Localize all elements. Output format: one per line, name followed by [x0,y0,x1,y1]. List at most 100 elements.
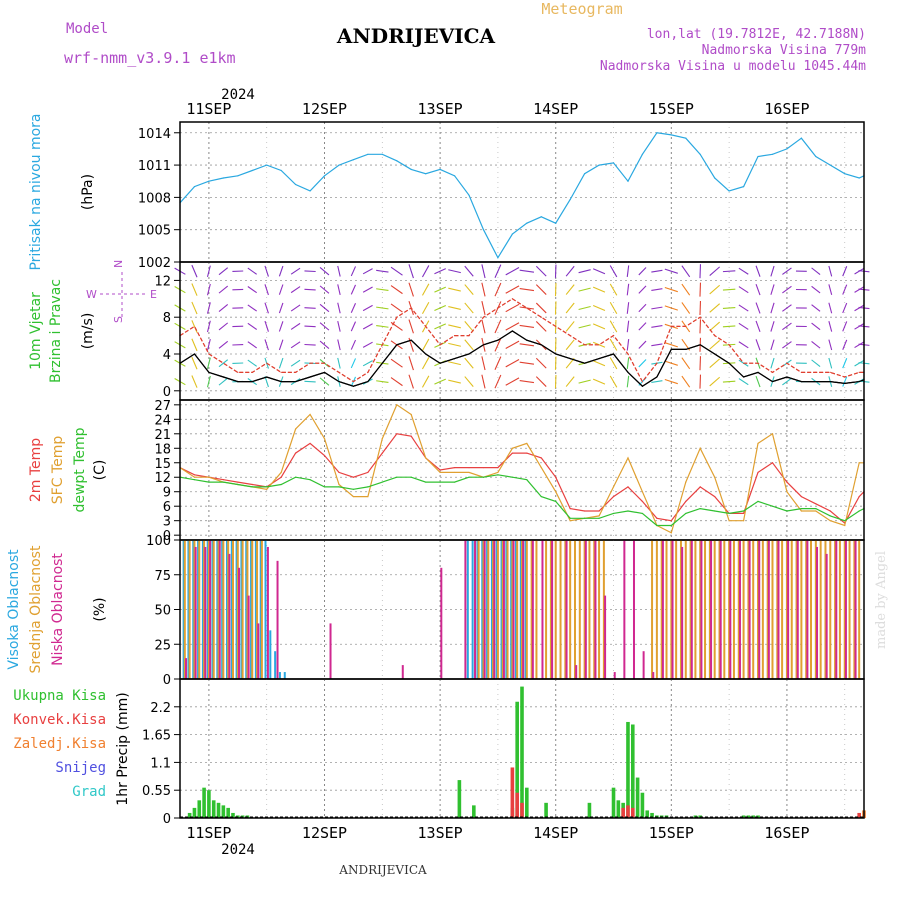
data-point [367,471,369,474]
data-point [742,510,745,512]
data-point [641,500,644,502]
wind-arrow [842,376,848,387]
wind-arrow [651,324,663,328]
wind-arrow [842,266,848,277]
data-point [453,466,456,469]
bar-mark [848,540,851,679]
elevation-label: Nadmorska Visina 779m [702,43,867,58]
bar-mark [569,540,572,679]
wind-arrow [421,283,430,296]
data-point [266,164,268,166]
bar-mark [502,540,505,679]
model-label: Model [66,21,108,37]
bar-mark [857,812,861,818]
y-tick-label: 4 [163,348,171,363]
wind-arrow [218,267,229,276]
wind-arrow [319,285,330,294]
watermark: made by Angel [874,551,889,649]
data-point [295,476,297,478]
data-point [511,447,513,449]
bar-mark [844,540,847,679]
bar-mark [756,815,760,818]
wind-arrow [519,380,535,384]
bar-mark [777,540,780,679]
wind-arrow [664,305,678,311]
wind-arrow [626,375,630,388]
wind-arrow [362,286,373,293]
series-line [179,330,865,387]
model-elevation-label: Nadmorska Visina u modelu 1045.44m [600,59,866,74]
bar-mark [665,540,668,679]
data-point [844,173,846,175]
bar-mark [221,540,224,679]
data-point [251,486,253,488]
bottom-day-label: 12SEP [302,824,347,842]
data-point [555,476,557,478]
wind-arrow [651,269,663,273]
wind-arrow [481,319,486,334]
bar-mark [283,672,286,679]
wind-arrow [770,302,775,314]
wind-arrow [247,322,257,330]
bar-mark [476,540,479,679]
bar-mark [251,540,254,679]
wind-arrow [609,302,618,314]
wind-arrow [709,321,721,332]
wind-arrow [464,376,474,388]
wind-arrow [811,341,821,349]
wind-arrow [609,265,618,278]
data-point [714,510,716,512]
bar-mark [742,540,745,679]
wind-arrow [464,320,474,332]
y-tick-label: 1005 [138,224,171,239]
data-point [439,469,441,471]
wind-arrow [481,301,486,315]
bar-mark [805,540,808,679]
y-tick-label: 2.2 [150,701,171,716]
panel-frame [179,261,865,401]
wind-arrow [722,270,736,273]
wind-arrow [304,325,316,328]
bar-mark [211,800,216,818]
wind-arrow [464,302,474,314]
bar-mark [751,815,756,818]
bar-mark [235,540,238,679]
bar-mark [216,540,219,679]
wind-arrow [770,284,775,295]
wind-arrow [408,374,414,389]
data-point [742,520,745,522]
wind-arrow [609,375,618,388]
wind-arrow [535,357,547,369]
data-point [425,457,427,459]
coords-label: lon,lat (19.7812E, 42.7188N) [647,27,866,42]
bar-mark [192,540,195,679]
wind-arrow [464,339,474,351]
wind-arrow [842,284,848,295]
wind-arrow [319,267,330,276]
bar-mark [719,540,722,679]
data-point [381,153,383,155]
wind-arrow [337,284,341,295]
data-point [858,495,860,498]
wind-arrow [390,303,403,313]
y-axis-label: 1hr Precip (mm) [115,692,131,805]
series-line [179,298,864,383]
wind-arrow [264,265,269,277]
wind-arrow [362,341,373,348]
wind-arrow [722,288,736,291]
wind-arrow [434,268,447,275]
y-tick-label: 1.1 [150,756,171,771]
wind-arrow [842,321,848,332]
wind-arrow [362,304,373,312]
wind-arrow [494,319,502,334]
data-point [468,194,470,196]
wind-arrow [290,359,301,367]
panel-pressure: 1002 1005 1008 1011 1014 Pritisak na nivou mo… [28,113,865,271]
wind-arrow [770,321,775,332]
wind-arrow [681,375,691,388]
wind-arrow [350,266,357,277]
wind-arrow [505,377,520,386]
data-point [815,503,817,505]
wind-arrow [828,321,833,332]
bar-mark [511,540,514,679]
